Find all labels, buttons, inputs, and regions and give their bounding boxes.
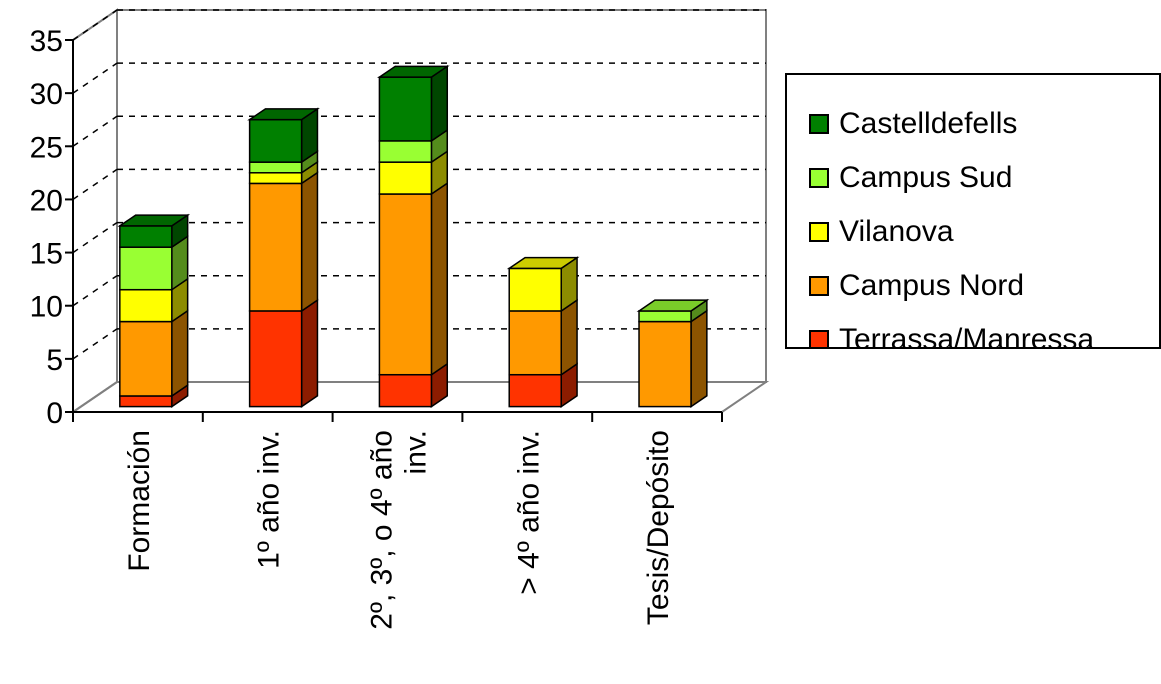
y-tick-label: 10 bbox=[30, 291, 63, 324]
y-tick-label: 0 bbox=[46, 397, 63, 430]
bar-vilanova-3 bbox=[378, 161, 433, 195]
bar-vilanova-4-top bbox=[506, 256, 580, 270]
bar-vilanova-2 bbox=[248, 172, 303, 185]
bar-campus-sud-2 bbox=[248, 161, 303, 174]
bar-campus-nord-3 bbox=[378, 193, 433, 376]
gridline-diag bbox=[72, 9, 118, 41]
bar-campus-nord-2-side bbox=[300, 171, 319, 313]
y-tick-label: 20 bbox=[30, 184, 63, 217]
bar-castelldefells-3-top bbox=[376, 65, 450, 78]
x-tick-label: 2º, 3º, o 4º año bbox=[366, 430, 399, 630]
bar-castelldefells-1-top bbox=[117, 214, 191, 227]
gridline-diag bbox=[72, 62, 118, 94]
gridline-diag bbox=[72, 221, 118, 254]
y-tick-label: 15 bbox=[30, 238, 63, 271]
bar-campus-nord-1-side bbox=[171, 309, 189, 398]
bar-campus-nord-5-side bbox=[690, 309, 708, 409]
x-tick-label: > 4º año inv. bbox=[512, 430, 545, 595]
bar-campus-nord-4 bbox=[508, 310, 562, 376]
bar-terrassa-manressa-4 bbox=[508, 373, 562, 408]
bar-campus-nord-3-side bbox=[430, 181, 449, 377]
legend-swatch-terrassa-manressa bbox=[809, 330, 829, 347]
x-tick-label: 1º año inv. bbox=[253, 430, 286, 569]
y-tick-label: 35 bbox=[30, 25, 63, 58]
side-wall bbox=[72, 8, 118, 414]
bar-campus-nord-2 bbox=[248, 182, 303, 312]
chart-legend: Castelldefells Campus Sud Vilanova Campu… bbox=[785, 73, 1161, 349]
bar-terrassa-manressa-3 bbox=[378, 373, 433, 408]
legend-label-terrassa-manressa: Terrassa/Manressa bbox=[839, 323, 1095, 349]
gridline-diag bbox=[72, 275, 118, 307]
bar-terrassa-manressa-2-side bbox=[300, 298, 319, 409]
legend-swatch-vilanova bbox=[809, 222, 829, 242]
legend-label-vilanova: Vilanova bbox=[839, 215, 954, 248]
bar-campus-sud-1 bbox=[119, 246, 173, 291]
bar-castelldefells-3 bbox=[378, 76, 433, 142]
bar-campus-sud-5-top bbox=[636, 299, 710, 312]
bar-campus-nord-1 bbox=[119, 320, 173, 397]
bar-terrassa-manressa-1 bbox=[119, 395, 173, 408]
legend-label-campus-sud: Campus Sud bbox=[839, 161, 1013, 194]
gridline-diag bbox=[72, 168, 118, 201]
legend-label-campus-nord: Campus Nord bbox=[839, 269, 1025, 302]
legend-item-castelldefells: Castelldefells bbox=[809, 107, 1017, 141]
y-tick-label: 5 bbox=[46, 344, 63, 377]
legend-item-campus-sud: Campus Sud bbox=[809, 161, 1012, 195]
legend-swatch-campus-sud bbox=[809, 168, 829, 188]
bar-vilanova-1 bbox=[119, 288, 173, 323]
bar-castelldefells-1 bbox=[119, 225, 173, 248]
y-tick-label: 25 bbox=[30, 131, 63, 164]
bar-campus-sud-5 bbox=[638, 310, 692, 323]
x-tick-label: Formación bbox=[123, 430, 156, 572]
bar-vilanova-4 bbox=[508, 267, 562, 312]
legend-swatch-castelldefells bbox=[809, 114, 829, 134]
bar-campus-nord-4-side bbox=[560, 298, 578, 377]
legend-label-castelldefells: Castelldefells bbox=[839, 107, 1018, 140]
gridline-diag bbox=[72, 115, 118, 147]
legend-item-vilanova: Vilanova bbox=[809, 215, 954, 249]
bar-castelldefells-2 bbox=[248, 118, 303, 163]
x-tick-label: inv. bbox=[400, 430, 433, 474]
gridline-diag bbox=[72, 328, 118, 360]
x-tick-label: Tesis/Depósito bbox=[642, 430, 675, 625]
legend-item-terrassa-manressa: Terrassa/Manressa bbox=[809, 323, 1095, 349]
bar-terrassa-manressa-2 bbox=[248, 310, 303, 408]
legend-item-campus-nord: Campus Nord bbox=[809, 269, 1024, 303]
bar-castelldefells-2-top bbox=[247, 108, 320, 121]
bar-campus-nord-5 bbox=[638, 320, 692, 408]
bar-campus-sud-3 bbox=[378, 140, 433, 163]
bar-castelldefells-3-side bbox=[430, 64, 449, 143]
legend-swatch-campus-nord bbox=[809, 276, 829, 296]
y-tick-label: 30 bbox=[30, 78, 63, 111]
